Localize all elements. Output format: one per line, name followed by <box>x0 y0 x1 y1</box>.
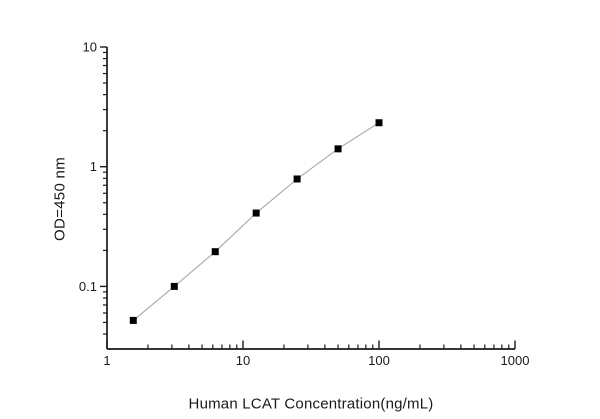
x-tick-label: 10 <box>236 353 250 368</box>
series-line <box>132 122 380 321</box>
data-point-marker <box>293 175 301 183</box>
y-axis-title: OD=450 nm <box>51 157 69 241</box>
x-axis-title: Human LCAT Concentration(ng/mL) <box>188 395 434 413</box>
x-tick-label: 1 <box>103 353 110 368</box>
x-tick-label: 1000 <box>501 353 530 368</box>
data-point-marker <box>375 119 383 127</box>
data-point-marker <box>334 145 342 153</box>
x-tick-label: 100 <box>368 353 390 368</box>
data-point-marker <box>129 316 137 324</box>
y-tick-label: 0.1 <box>79 279 97 294</box>
data-point-marker <box>211 248 219 256</box>
data-point-marker <box>252 209 260 217</box>
y-tick-label: 1 <box>90 159 97 174</box>
y-tick-label: 10 <box>83 40 97 55</box>
data-point-marker <box>170 282 178 290</box>
